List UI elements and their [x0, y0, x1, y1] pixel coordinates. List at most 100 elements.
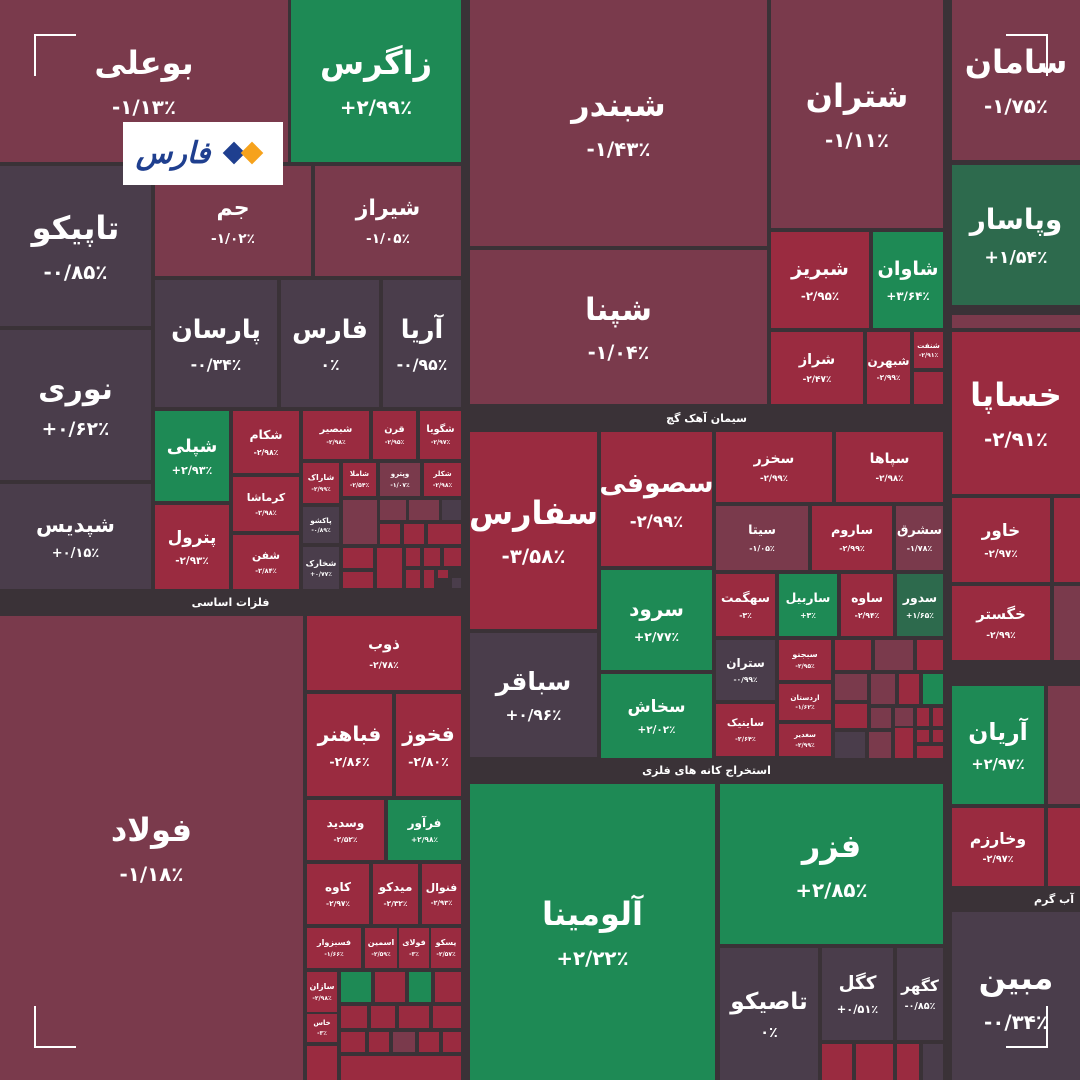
tile-filler — [341, 1056, 461, 1080]
tile-value: -۲/۹۹٪ — [876, 373, 901, 383]
tile-name: شنفت — [917, 340, 940, 350]
tile-filler — [377, 548, 402, 588]
tile-value: +۲/۷۷٪ — [633, 629, 680, 644]
tile-filler — [433, 1006, 461, 1028]
tile: شپنا -۱/۰۴٪ — [470, 250, 767, 404]
tile: فخوز -۲/۸۰٪ — [396, 694, 461, 796]
tile-value: -۲/۸۰٪ — [408, 754, 449, 770]
tile: شراز -۲/۴۷٪ — [771, 332, 863, 404]
tile-value: +۰/۱۵٪ — [51, 546, 100, 562]
tile-filler — [914, 372, 943, 404]
tile-name: سرود — [629, 597, 684, 621]
tile-name: فولای — [402, 937, 426, 947]
tile-filler — [443, 1032, 461, 1052]
corner-bracket — [1006, 34, 1048, 76]
tile-name: سباقر — [495, 666, 572, 696]
tile: فسبزوار -۱/۶۶٪ — [307, 928, 361, 968]
tile-name: شپنا — [585, 292, 652, 329]
tile: پارسان -۰/۳۴٪ — [155, 280, 277, 407]
tile: خاس -۳٪ — [307, 1014, 337, 1042]
tile-name: شگویا — [426, 423, 455, 435]
tile-filler — [923, 674, 943, 704]
tile-filler — [1054, 586, 1080, 660]
tile-name: سشرق — [896, 522, 942, 538]
tile: شفن -۲/۸۴٪ — [233, 535, 299, 589]
tile-value: -۱/۶۲٪ — [795, 704, 815, 712]
tile-name: کرماشا — [246, 491, 286, 505]
tile-name: خگستر — [976, 606, 1026, 624]
tile-value: -۱/۰۷٪ — [390, 481, 410, 489]
tile-name: فسبزوار — [317, 937, 351, 947]
tile-name: سخزر — [753, 451, 795, 468]
tile: خساپا -۲/۹۱٪ — [952, 332, 1080, 494]
tile: ساربیل +۳٪ — [779, 574, 837, 636]
tile-name: وسدید — [326, 815, 365, 830]
logo-icon — [222, 141, 264, 164]
tile: نوری +۰/۶۲٪ — [0, 330, 151, 480]
tile-name: شاملا — [349, 470, 370, 479]
tile-value: -۲/۸۴٪ — [255, 566, 277, 575]
tile: کرماشا -۲/۹۸٪ — [233, 477, 299, 531]
tile-filler — [380, 524, 400, 544]
tile: وپاسار +۱/۵۴٪ — [952, 165, 1080, 305]
tile: آلومینا +۲/۲۲٪ — [470, 784, 715, 1080]
corner-bracket — [34, 34, 76, 76]
tile-value: -۳٪ — [409, 951, 419, 959]
tile-value: -۲/۹۸٪ — [432, 481, 453, 489]
tile-value: -۲/۹۳٪ — [430, 898, 453, 907]
tile-filler — [835, 732, 865, 758]
tile: شنفت -۲/۹۱٪ — [914, 332, 943, 368]
tile: سغدیر -۲/۹۹٪ — [779, 724, 831, 756]
tile-name: سخاش — [627, 696, 686, 717]
tile-value: -۰/۳۴٪ — [984, 1010, 1048, 1034]
tile-name: فخوز — [402, 721, 455, 746]
tile-filler — [438, 570, 448, 578]
tile-name: اردستان — [790, 692, 820, 702]
tile-value: -۲/۹۹٪ — [986, 629, 1016, 641]
tile-filler — [897, 1044, 919, 1080]
tile-name: شپلی — [166, 435, 218, 457]
tile-filler — [856, 1044, 893, 1080]
tile-filler — [452, 578, 461, 588]
tile-value: -۲/۹۹٪ — [311, 486, 331, 494]
tile-value: -۲/۵۷٪ — [436, 951, 456, 959]
tile-name: خاس — [313, 1018, 331, 1027]
tile-name: شاوان — [877, 257, 939, 281]
tile-filler — [917, 746, 943, 758]
tile: قرن -۲/۹۵٪ — [373, 411, 416, 459]
tile: سازان -۲/۹۸٪ — [307, 972, 337, 1012]
tile-value: -۱/۱۸٪ — [119, 862, 184, 886]
group-label: سیمان آهک گچ — [470, 407, 943, 429]
tile: خاور -۲/۹۷٪ — [952, 498, 1050, 582]
tile-name: ساروم — [830, 522, 874, 538]
tile: سفارس -۳/۵۸٪ — [470, 432, 597, 629]
tile-value: -۲/۹۷٪ — [982, 854, 1014, 866]
tile-name: سفارس — [470, 493, 597, 532]
tile-filler — [399, 1006, 429, 1028]
tile: کگل +۰/۵۱٪ — [822, 948, 893, 1040]
tile-value: ۰٪ — [320, 354, 340, 374]
tile-value: ۰٪ — [760, 1025, 778, 1042]
tile-filler — [409, 500, 439, 520]
tile: شیراز -۱/۰۵٪ — [315, 166, 461, 276]
tile: ذوب -۲/۷۸٪ — [307, 616, 461, 690]
tile-value: -۲/۹۹٪ — [795, 742, 815, 750]
tile-value: -۲/۹۳٪ — [175, 554, 209, 567]
tile-filler — [404, 524, 424, 544]
tile: کگهر -۰/۸۵٪ — [897, 948, 943, 1040]
tile-name: سپاها — [869, 451, 910, 468]
tile-name: بوعلی — [94, 44, 194, 83]
tile: شاوان +۳/۶۴٪ — [873, 232, 943, 328]
tile: شاراک -۲/۹۹٪ — [303, 463, 339, 503]
tile: وخارزم -۲/۹۷٪ — [952, 808, 1044, 886]
tile-value: -۱/۷۸٪ — [906, 544, 933, 554]
tile-name: پترول — [167, 527, 217, 548]
tile-value: -۰/۸۵٪ — [904, 1001, 936, 1013]
tile-name: شبندر — [571, 86, 666, 125]
tile: شگویا -۲/۹۷٪ — [420, 411, 461, 459]
tile: ستران -۰/۹۹٪ — [716, 640, 775, 700]
tile-value: +۰/۹۶٪ — [505, 706, 562, 725]
tile-name: مبین — [978, 959, 1054, 998]
tile: فنوال -۲/۹۳٪ — [422, 864, 461, 924]
